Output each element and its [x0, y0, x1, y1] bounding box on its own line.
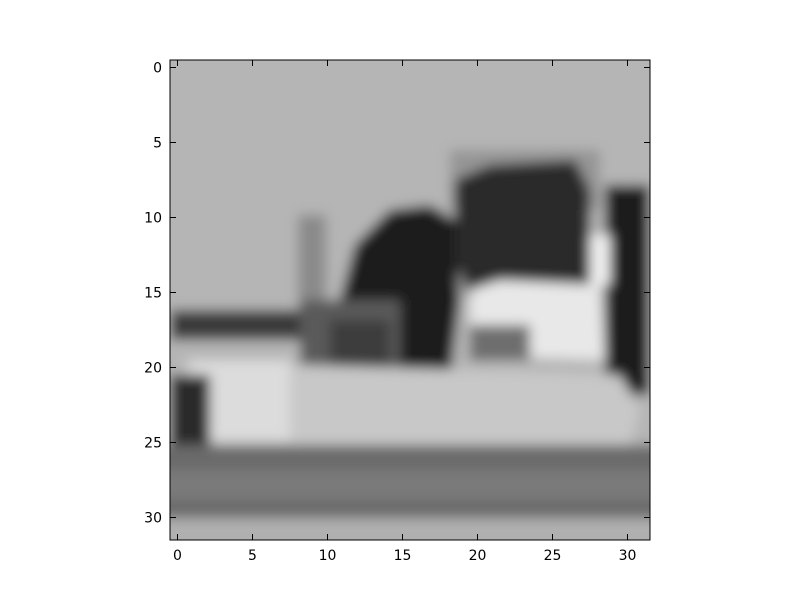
y-tick-label: 25 — [144, 436, 162, 452]
x-tick-label: 15 — [394, 548, 412, 564]
axes-frame — [169, 59, 651, 541]
x-tick-label: 0 — [173, 548, 182, 564]
heatmap-image — [170, 60, 650, 540]
x-tick-label: 10 — [319, 548, 337, 564]
y-tick-label: 10 — [144, 211, 162, 227]
axes: 0 5 10 15 20 25 30 0 5 10 15 20 25 30 — [144, 59, 651, 564]
x-tick-label: 30 — [619, 548, 637, 564]
x-tick-label: 20 — [469, 548, 487, 564]
y-tick-label: 5 — [153, 136, 162, 152]
y-tick-label: 15 — [144, 286, 162, 302]
y-tick-label: 30 — [144, 511, 162, 527]
y-tick-label: 20 — [144, 361, 162, 377]
x-tick-label: 5 — [248, 548, 257, 564]
y-tick-label: 0 — [153, 61, 162, 77]
x-tick-label: 25 — [544, 548, 562, 564]
